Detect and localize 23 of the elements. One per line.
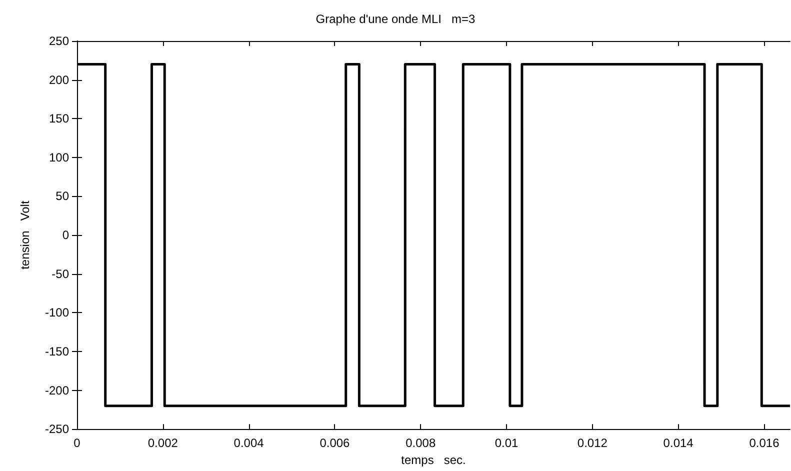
- y-tick-label: -150: [44, 344, 70, 358]
- x-tick-label: 0.016: [749, 436, 780, 450]
- x-tick-label: 0.006: [320, 436, 350, 450]
- x-tick-label: 0.008: [406, 436, 436, 450]
- x-tick-label: 0.002: [148, 436, 178, 450]
- x-tick-label: 0.004: [234, 436, 264, 450]
- y-tick-label: 250: [48, 34, 70, 48]
- y-axis-title: tension Volt: [18, 200, 32, 270]
- y-tick-label: -50: [52, 266, 70, 281]
- y-tick-label: 50: [56, 189, 70, 204]
- x-axis-title: temps sec.: [401, 453, 466, 467]
- chart-title: Graphe d'une onde MLI m=3: [316, 12, 476, 26]
- x-tick-label: 0.014: [663, 436, 694, 450]
- y-tick-label: 200: [48, 72, 70, 87]
- y-tick-label: -250: [44, 422, 70, 436]
- y-tick-label: 100: [48, 150, 70, 164]
- y-tick-label: 0: [62, 228, 70, 242]
- x-tick-label: 0.01: [494, 436, 519, 450]
- y-tick-label: -100: [44, 306, 70, 320]
- x-tick-label: 0.012: [577, 436, 608, 450]
- y-tick-label: -200: [44, 383, 70, 398]
- x-tick-label: 0: [74, 436, 81, 450]
- y-tick-label: 150: [48, 112, 70, 126]
